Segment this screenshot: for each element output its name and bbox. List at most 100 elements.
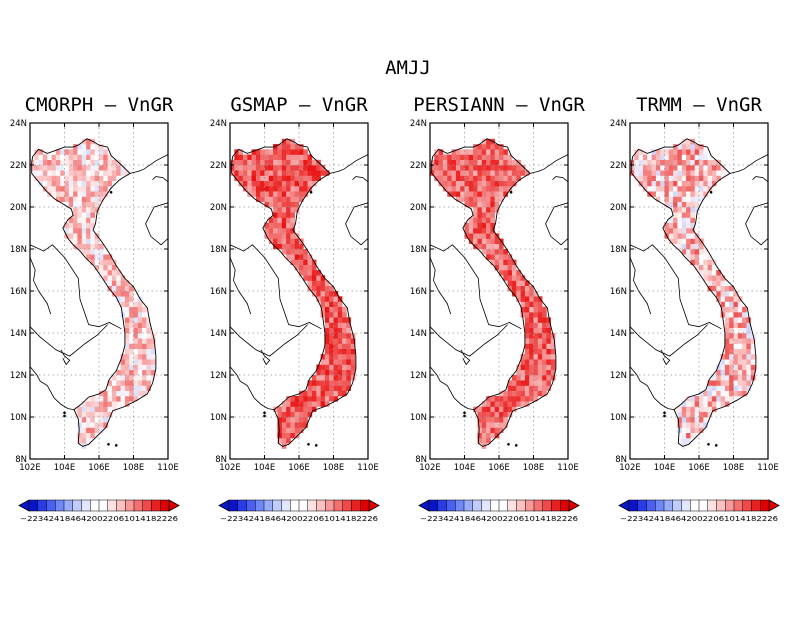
grid-cell: [537, 354, 543, 360]
grid-cell: [699, 186, 704, 192]
grid-cell: [137, 301, 143, 307]
grid-cell: [333, 312, 339, 318]
grid-cell: [103, 154, 108, 160]
grid-cell: [264, 165, 270, 171]
grid-cell: [146, 385, 151, 391]
grid-cell: [294, 259, 300, 265]
grid-cell: [477, 411, 482, 418]
border-line: [630, 366, 675, 410]
grid-cell: [464, 180, 470, 187]
grid-cell: [146, 375, 151, 381]
grid-cell: [290, 180, 295, 187]
grid-cell: [524, 385, 530, 391]
grid-cell: [329, 364, 334, 370]
grid-cell: [481, 238, 487, 244]
grid-cell: [230, 170, 235, 176]
grid-cell: [729, 338, 734, 344]
grid-cell: [137, 317, 143, 323]
grid-cell: [533, 322, 539, 328]
grid-cell: [277, 432, 282, 439]
grid-cell: [337, 380, 343, 386]
grid-cell: [550, 338, 556, 344]
grid-cell: [703, 165, 708, 171]
grid-cell: [686, 406, 691, 412]
grid-cell: [64, 180, 70, 187]
grid-cell: [742, 375, 747, 381]
grid-cell: [516, 270, 521, 276]
grid-cell: [503, 275, 508, 281]
grid-cell: [716, 401, 721, 407]
grid-cell: [699, 170, 704, 176]
grid-cell: [47, 154, 52, 160]
grid-cell: [642, 170, 648, 176]
grid-cell: [133, 296, 139, 302]
grid-cell: [486, 222, 491, 229]
grid-cell: [329, 338, 334, 344]
grid-cell: [520, 380, 526, 386]
grid-cell: [647, 175, 652, 181]
grid-cell: [73, 154, 78, 160]
grid-cell: [520, 312, 526, 318]
grid-cell: [681, 411, 687, 418]
grid-cell: [729, 312, 734, 318]
grid-cell: [524, 333, 530, 339]
grid-cell: [107, 165, 113, 171]
grid-cell: [142, 369, 147, 376]
grid-cell: [286, 417, 291, 423]
grid-cell: [94, 207, 100, 213]
grid-cell: [103, 396, 108, 402]
grid-cell: [720, 170, 726, 176]
lat-tick-label: 22N: [210, 161, 227, 171]
grid-cell: [86, 238, 91, 244]
grid-cell: [699, 264, 704, 271]
grid-cell: [129, 291, 134, 297]
grid-cell: [477, 222, 482, 229]
grid-cell: [103, 422, 108, 428]
grid-cell: [247, 180, 252, 187]
grid-cell: [507, 264, 513, 271]
grid-cell: [737, 369, 743, 376]
figure-title: AMJJ: [385, 57, 431, 79]
grid-cell: [686, 411, 691, 418]
grid-cell: [73, 233, 78, 239]
grid-cell: [129, 348, 134, 355]
grid-cell: [64, 154, 70, 160]
grid-cell: [329, 385, 334, 391]
grid-cell: [733, 338, 739, 344]
grid-cell: [716, 385, 721, 391]
grid-cell: [699, 175, 704, 181]
grid-cell: [681, 249, 687, 255]
grid-cell: [490, 259, 495, 265]
grid-cell: [303, 186, 308, 192]
grid-cell: [268, 165, 274, 171]
grid-cell: [720, 301, 726, 307]
grid-cell: [81, 417, 87, 423]
grid-cell: [137, 322, 143, 328]
grid-cell: [307, 180, 313, 187]
grid-cell: [111, 180, 117, 187]
grid-cell: [460, 191, 465, 197]
colorbar-swatch: [481, 499, 491, 512]
grid-cell: [746, 343, 751, 349]
grid-cell: [286, 406, 291, 412]
grid-cell: [634, 159, 639, 166]
grid-cell: [681, 212, 687, 218]
grid-cell: [120, 359, 126, 365]
grid-cell: [333, 396, 339, 402]
grid-cell: [107, 259, 113, 265]
grid-cell: [494, 149, 500, 155]
grid-cell: [511, 406, 517, 412]
grid-cell: [316, 385, 321, 391]
grid-cell: [290, 175, 295, 181]
grid-cell: [120, 369, 126, 376]
grid-cell: [94, 401, 100, 407]
grid-cell: [264, 180, 270, 187]
lat-tick-label: 22N: [10, 161, 27, 171]
grid-cell: [120, 390, 126, 397]
grid-cell: [673, 196, 678, 202]
grid-cell: [286, 233, 291, 239]
grid-cell: [750, 354, 756, 360]
grid-cell: [703, 411, 708, 418]
grid-cell: [86, 191, 91, 197]
grid-cell: [703, 390, 708, 397]
